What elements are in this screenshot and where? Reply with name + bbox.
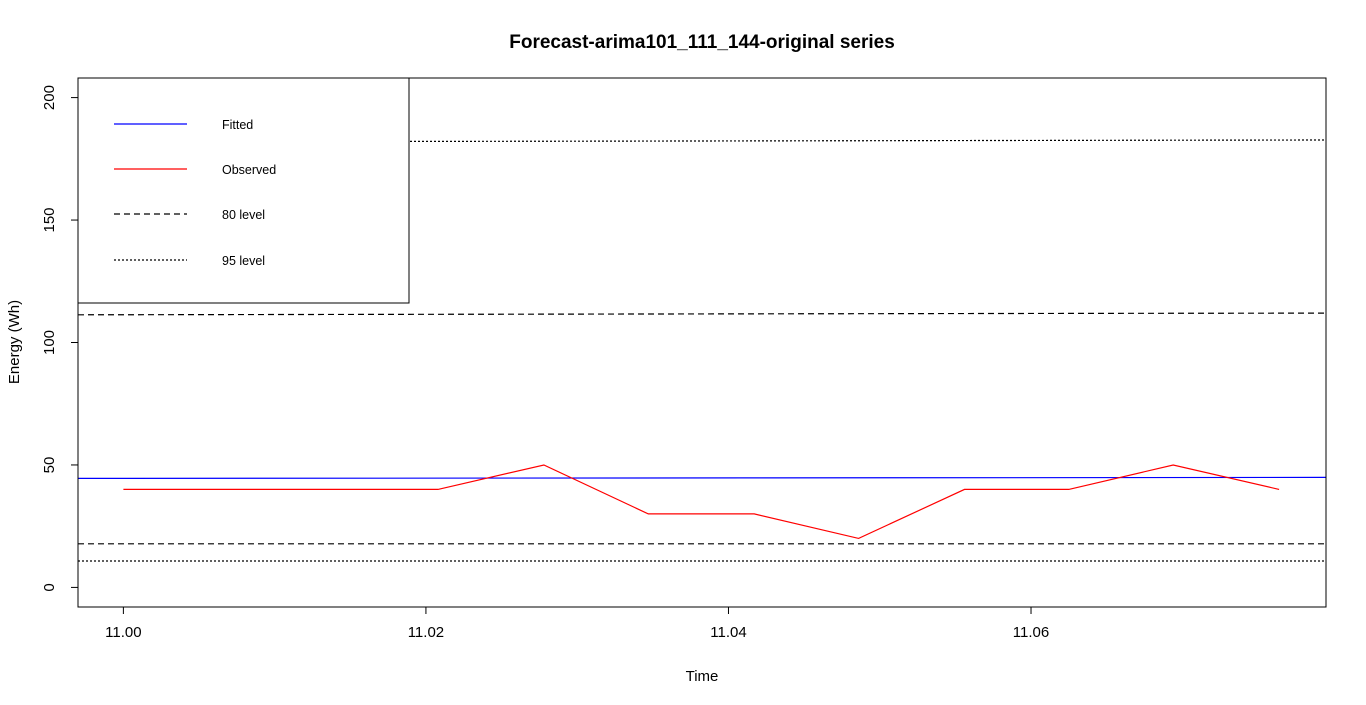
series-observed-line: [123, 464, 1280, 540]
legend-box: [77, 77, 410, 304]
legend-label: Observed: [222, 163, 276, 177]
series-upper80-line: [77, 312, 1327, 316]
y-axis: 0 50 100 150 200: [41, 85, 79, 592]
legend-label: Fitted: [222, 118, 253, 132]
legend: Fitted Observed 80 level 95 level: [77, 77, 410, 304]
legend-label: 95 level: [222, 254, 265, 268]
y-tick-label: 50: [41, 457, 58, 474]
y-tick-label: 200: [41, 85, 58, 110]
y-tick-label: 100: [41, 330, 58, 355]
y-axis-label: Energy (Wh): [6, 300, 23, 384]
x-tick-label: 11.04: [710, 624, 746, 641]
x-tick-label: 11.06: [1013, 624, 1049, 641]
x-axis: 11.00 11.02 11.04 11.06: [105, 606, 1049, 641]
y-tick-label: 150: [41, 207, 58, 232]
x-tick-label: 11.02: [408, 624, 444, 641]
y-tick-label: 0: [41, 583, 58, 591]
chart-title: Forecast-arima101_111_144-original serie…: [509, 32, 895, 53]
x-tick-label: 11.00: [105, 624, 141, 641]
legend-label: 80 level: [222, 208, 265, 222]
series-fitted-line: [77, 476, 1327, 479]
x-axis-label: Time: [686, 668, 719, 685]
